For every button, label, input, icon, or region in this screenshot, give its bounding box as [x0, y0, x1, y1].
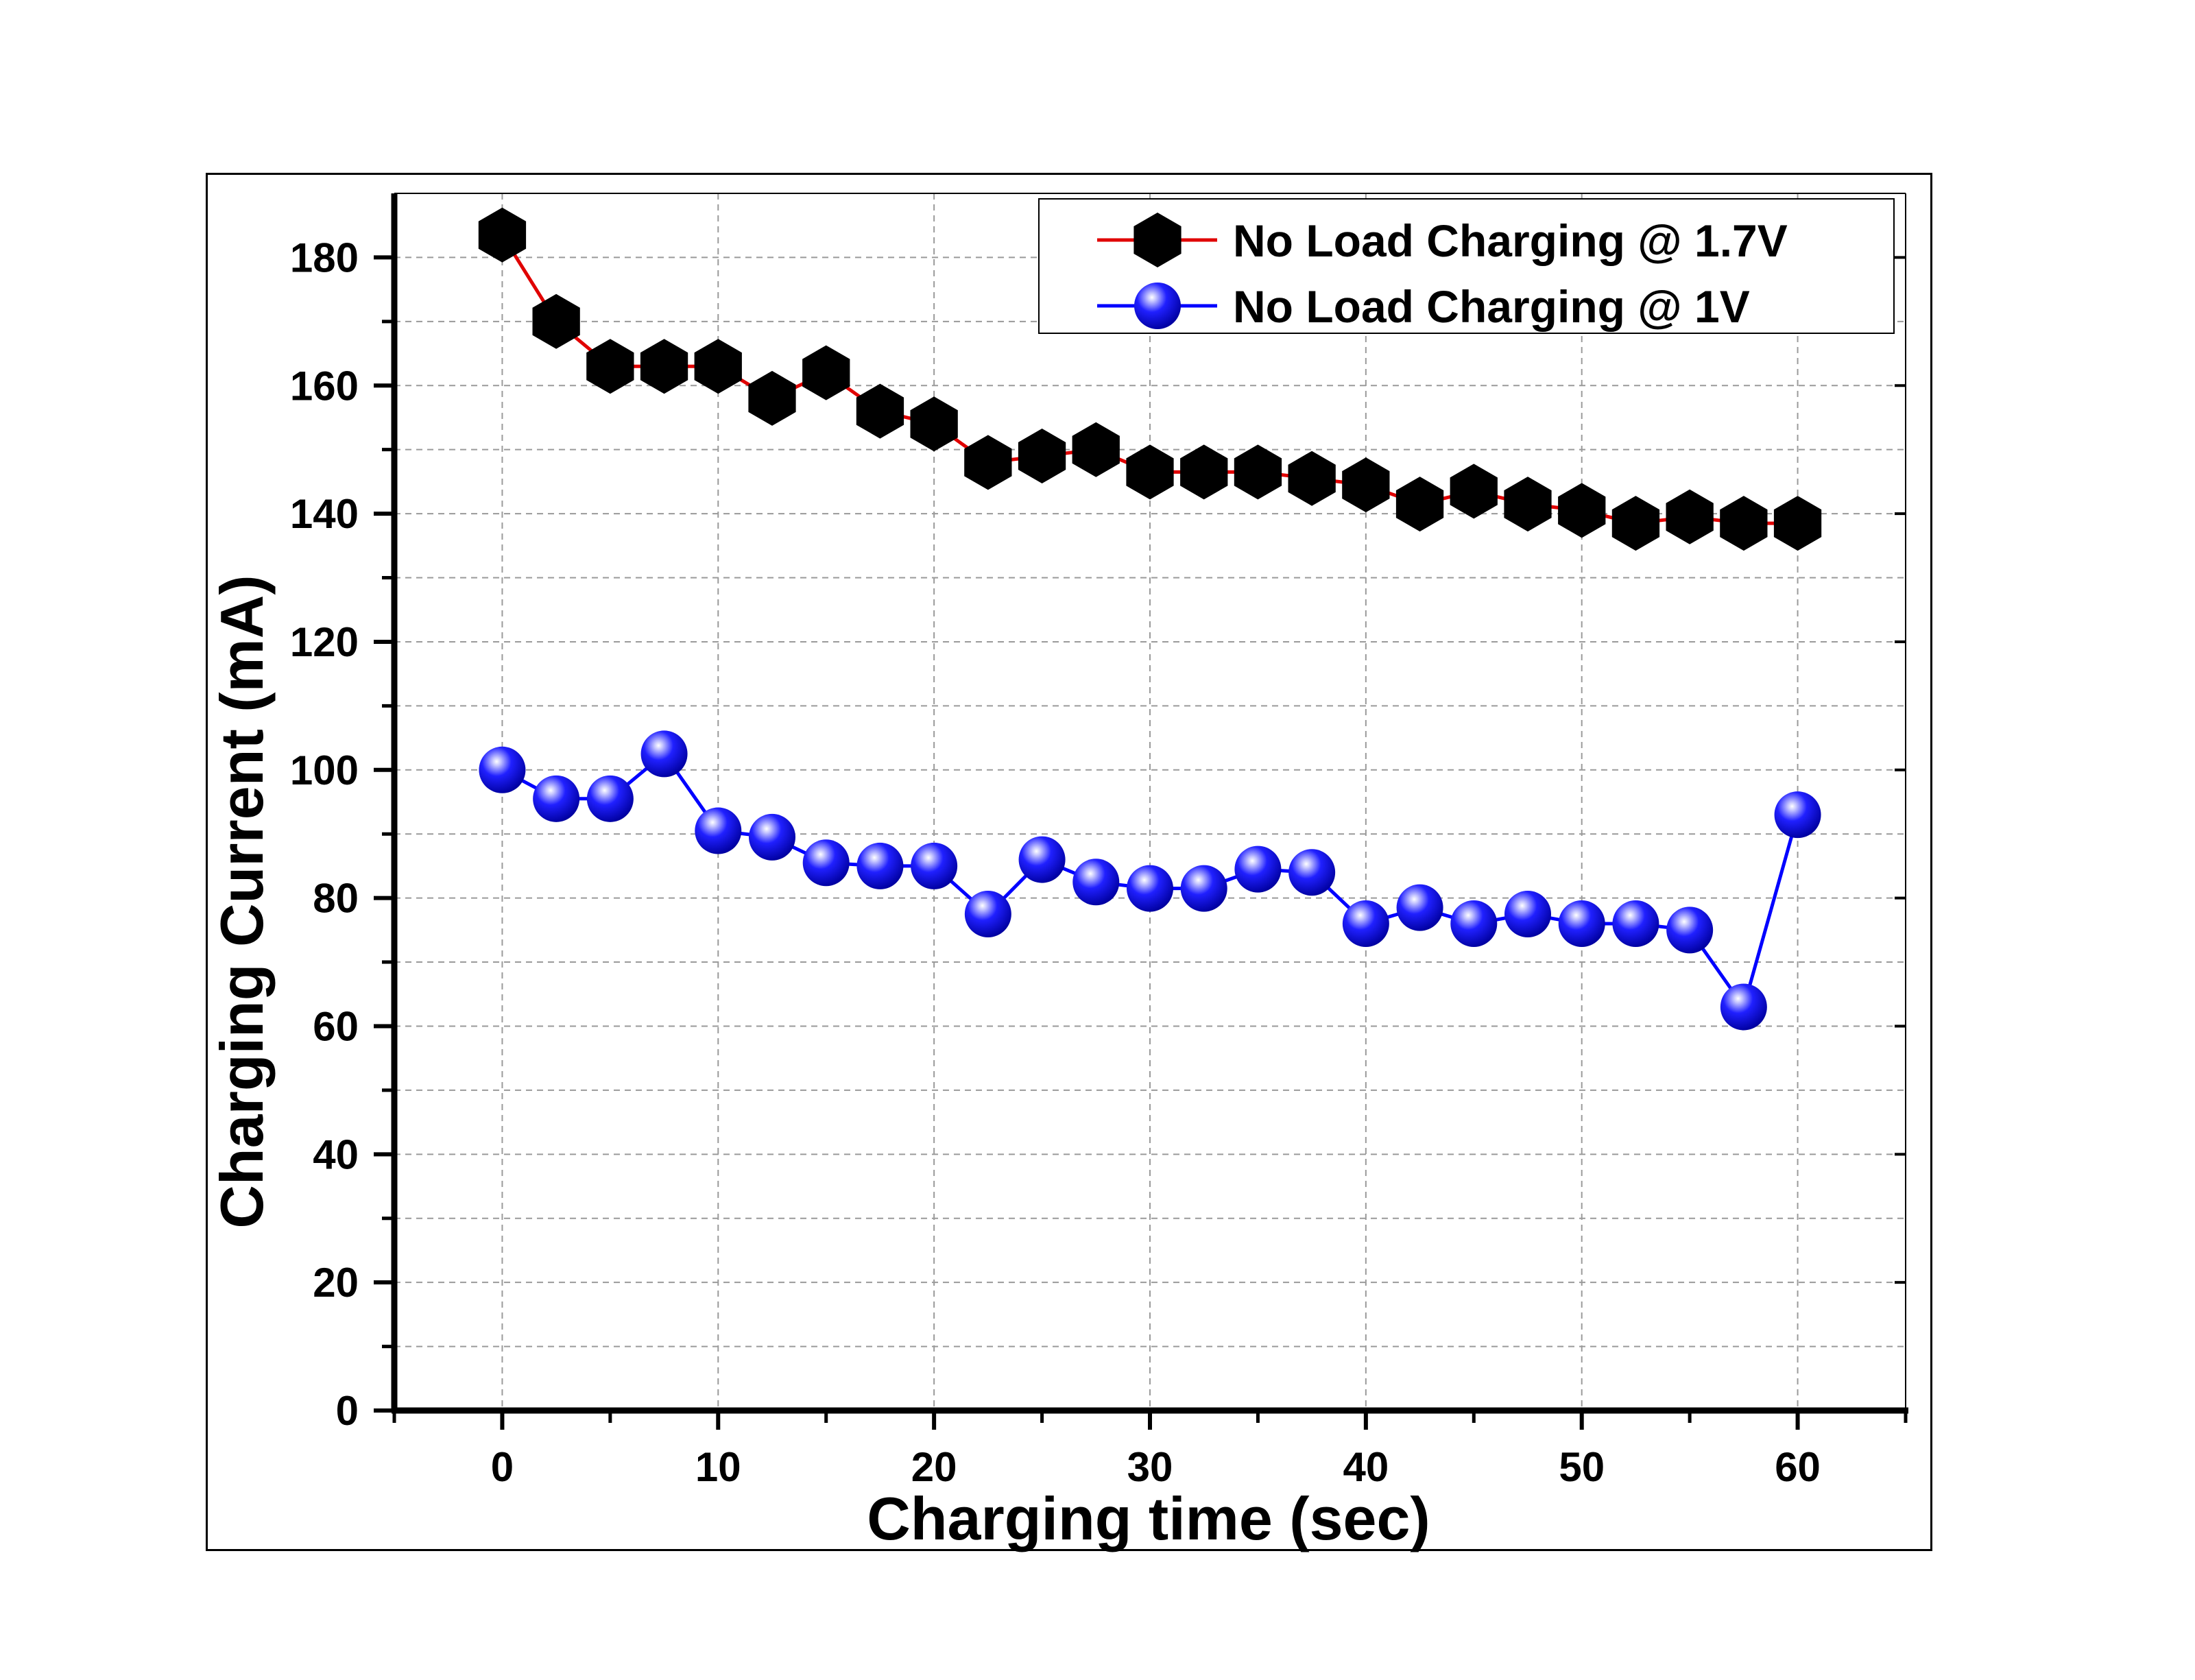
y-tick-label: 40: [313, 1131, 359, 1177]
data-point: [856, 383, 904, 439]
chart-frame: [206, 173, 1932, 1551]
data-point: [802, 345, 850, 400]
data-point: [1234, 444, 1282, 500]
data-point: [802, 839, 850, 887]
x-tick-label: 30: [1127, 1444, 1173, 1490]
data-point: [1612, 900, 1659, 947]
data-point: [1504, 477, 1552, 532]
data-point: [1072, 859, 1120, 906]
data-point: [1072, 422, 1120, 477]
data-point: [1666, 489, 1714, 544]
x-tick-label: 0: [491, 1444, 514, 1490]
y-axis-title: Charging Current (mA): [208, 575, 276, 1228]
y-tick-label: 120: [290, 619, 359, 665]
data-point: [1558, 900, 1605, 947]
data-point: [478, 207, 527, 263]
data-point: [964, 890, 1011, 937]
data-point: [640, 339, 688, 394]
data-point: [1342, 457, 1390, 513]
legend-entry: No Load Charging @ 1V: [1097, 281, 1750, 332]
data-point: [640, 730, 688, 778]
y-tick-label: 180: [290, 235, 359, 280]
data-point: [748, 370, 796, 426]
x-tick-label: 50: [1559, 1444, 1605, 1490]
legend-marker: [1134, 283, 1181, 329]
data-point: [911, 842, 958, 889]
x-axis-title: Charging time (sec): [867, 1485, 1430, 1552]
data-point: [586, 775, 634, 822]
series-1: [478, 207, 1822, 551]
data-point: [1395, 477, 1444, 532]
data-point: [1180, 865, 1227, 912]
data-point: [1774, 791, 1821, 839]
y-tick-label: 0: [336, 1388, 359, 1434]
data-point: [1450, 464, 1498, 519]
data-point: [749, 813, 795, 861]
data-point: [532, 293, 580, 349]
data-point: [1018, 429, 1066, 483]
legend: No Load Charging @ 1.7V No Load Charging …: [1038, 198, 1895, 334]
data-point: [695, 807, 742, 854]
data-point: [1127, 865, 1173, 912]
y-tick-label: 80: [313, 876, 359, 922]
x-tick-label: 60: [1775, 1444, 1821, 1490]
x-tick-label: 10: [695, 1444, 741, 1490]
x-tick-label: 40: [1343, 1444, 1389, 1490]
data-point: [1720, 983, 1767, 1031]
data-point: [586, 339, 634, 394]
data-point: [479, 746, 526, 793]
data-point: [1666, 907, 1714, 954]
data-point: [1126, 444, 1174, 500]
data-point: [1773, 496, 1822, 551]
y-tick-label: 60: [313, 1003, 359, 1049]
legend-label: No Load Charging @ 1.7V: [1233, 215, 1788, 266]
y-tick-label: 160: [290, 363, 359, 409]
legend-label: No Load Charging @ 1V: [1233, 281, 1750, 332]
data-point: [910, 396, 958, 452]
grid: [394, 193, 1906, 1411]
data-point: [1180, 444, 1228, 500]
data-point: [1234, 845, 1282, 893]
data-point: [964, 435, 1012, 490]
series-layer: [478, 207, 1822, 1031]
legend-marker: [1134, 213, 1182, 267]
data-point: [1288, 849, 1336, 896]
data-point: [1558, 483, 1606, 538]
data-point: [1504, 890, 1551, 937]
axes: 0 20 40 60 80 100 120 140 160 180 0 10 20 30 40 50 60: [290, 193, 1908, 1490]
x-tick-label: 20: [911, 1444, 957, 1490]
data-point: [1450, 900, 1498, 947]
data-point: [1611, 496, 1660, 551]
y-tick-label: 140: [290, 491, 359, 537]
data-point: [1720, 496, 1768, 551]
y-tick-label: 100: [290, 747, 359, 793]
data-point: [1396, 884, 1443, 931]
data-point: [1018, 836, 1066, 883]
data-point: [694, 339, 742, 394]
data-point: [533, 775, 580, 822]
data-point: [1288, 451, 1336, 506]
data-point: [1342, 900, 1389, 947]
legend-entry: No Load Charging @ 1.7V: [1097, 213, 1788, 267]
data-point: [856, 842, 904, 889]
y-tick-label: 20: [313, 1260, 359, 1306]
legend-box: [1038, 198, 1895, 334]
series-2: [479, 730, 1821, 1031]
